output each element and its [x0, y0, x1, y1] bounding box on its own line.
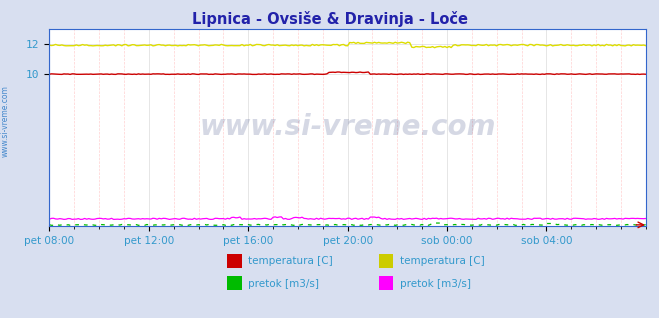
Text: temperatura [C]: temperatura [C] [400, 256, 485, 266]
Text: temperatura [C]: temperatura [C] [248, 256, 333, 266]
Text: www.si-vreme.com: www.si-vreme.com [200, 113, 496, 141]
Text: www.si-vreme.com: www.si-vreme.com [1, 85, 10, 157]
Text: Lipnica - Ovsiše & Dravinja - Loče: Lipnica - Ovsiše & Dravinja - Loče [192, 11, 467, 27]
Text: pretok [m3/s]: pretok [m3/s] [248, 279, 320, 289]
Text: pretok [m3/s]: pretok [m3/s] [400, 279, 471, 289]
